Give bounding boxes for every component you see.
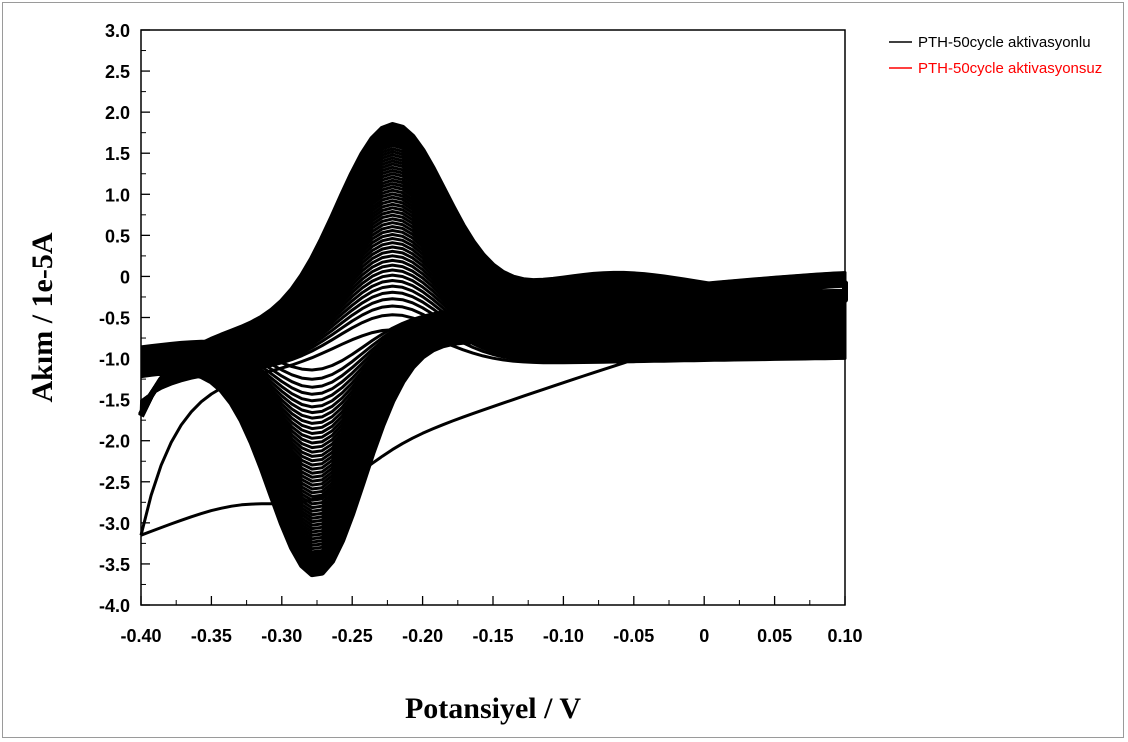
y-axis-title: Akım / 1e-5A xyxy=(26,232,59,402)
x-tick-label: 0 xyxy=(699,626,709,646)
legend-label: PTH-50cycle aktivasyonlu xyxy=(918,34,1091,51)
y-tick-label: 1.5 xyxy=(105,144,130,164)
y-tick-label: -3.5 xyxy=(99,555,130,575)
x-tick-label: -0.25 xyxy=(332,626,373,646)
x-tick-label: -0.15 xyxy=(472,626,513,646)
x-tick-label: -0.10 xyxy=(543,626,584,646)
legend-label: PTH-50cycle aktivasyonsuz xyxy=(918,60,1102,77)
y-tick-label: -2.5 xyxy=(99,473,130,493)
y-tick-label: -1.5 xyxy=(99,391,130,411)
x-axis-ticks: -0.40 -0.35 -0.30 -0.25 -0.20 -0.15 -0.10 -0.05… xyxy=(120,596,863,646)
y-tick-label: 2.0 xyxy=(105,103,130,123)
y-tick-label: 1.0 xyxy=(105,185,130,205)
y-tick-label: 2.5 xyxy=(105,62,130,82)
y-tick-label: 0 xyxy=(120,267,130,287)
x-tick-label: -0.05 xyxy=(613,626,654,646)
x-tick-label: -0.35 xyxy=(191,626,232,646)
series-aktivasyonlu-curves xyxy=(138,122,848,578)
y-axis-ticks: 3.0 2.5 2.0 1.5 1.0 0.5 0 -0.5 -1.0 -1.5 -2.0 -2.5 -… xyxy=(99,21,150,616)
x-axis-title: Potansiyel / V xyxy=(405,692,581,725)
y-tick-label: 0.5 xyxy=(105,226,130,246)
x-tick-label: -0.40 xyxy=(120,626,161,646)
y-tick-label: -2.0 xyxy=(99,432,130,452)
x-tick-label: -0.20 xyxy=(402,626,443,646)
y-tick-label: 3.0 xyxy=(105,21,130,41)
x-tick-label: 0.05 xyxy=(757,626,792,646)
x-tick-label: -0.30 xyxy=(261,626,302,646)
y-tick-label: -4.0 xyxy=(99,596,130,616)
x-tick-label: 0.10 xyxy=(827,626,862,646)
y-tick-label: -0.5 xyxy=(99,309,130,329)
y-tick-label: -1.0 xyxy=(99,350,130,370)
legend: PTH-50cycle aktivasyonlu PTH-50cycle akti… xyxy=(889,34,1102,77)
y-tick-label: -3.0 xyxy=(99,514,130,534)
